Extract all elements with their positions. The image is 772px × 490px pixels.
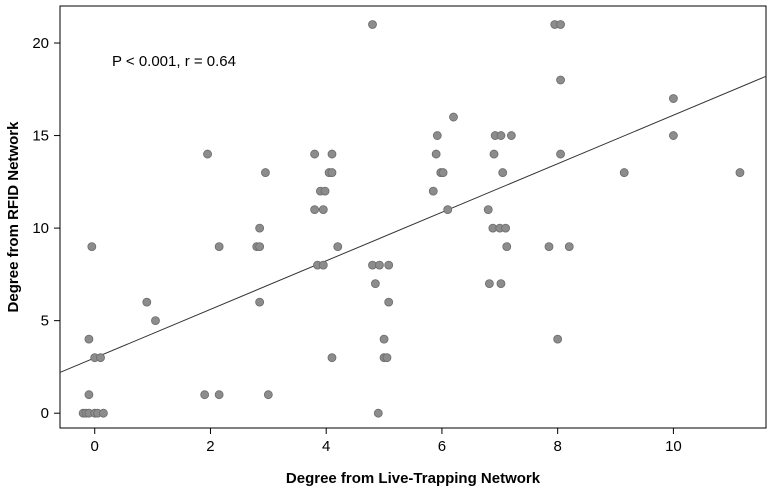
data-point: [556, 75, 565, 85]
data-point: [556, 149, 565, 159]
data-point: [496, 131, 506, 140]
data-point: [327, 168, 337, 177]
x-tick-label: 6: [438, 438, 446, 455]
data-point: [87, 242, 97, 252]
data-point: [619, 168, 629, 177]
data-point: [255, 223, 265, 233]
data-point: [327, 149, 337, 159]
data-point: [84, 334, 94, 344]
data-point: [255, 297, 265, 307]
data-point: [333, 242, 343, 252]
data-point: [99, 408, 108, 418]
y-tick-label: 15: [32, 128, 49, 145]
data-point: [496, 279, 506, 289]
y-tick-label: 10: [32, 220, 49, 237]
data-point: [263, 390, 273, 400]
data-point: [498, 168, 508, 177]
y-tick-label: 5: [41, 313, 49, 330]
x-tick-label: 10: [665, 438, 682, 455]
data-point: [384, 297, 394, 307]
x-axis: 0 2 4 6 8 10: [91, 428, 682, 455]
data-points: [78, 20, 745, 418]
plot-frame: [59, 5, 767, 429]
x-tick-label: 8: [554, 438, 562, 455]
data-point: [370, 279, 380, 289]
data-point: [384, 260, 394, 270]
data-point: [564, 242, 574, 252]
data-point: [735, 168, 745, 177]
data-point: [428, 186, 438, 196]
data-point: [327, 353, 337, 363]
annotation: P < 0.001, r = 0.64: [112, 53, 236, 70]
data-point: [553, 334, 563, 344]
data-point: [310, 149, 320, 159]
data-point: [373, 408, 383, 418]
data-point: [382, 353, 392, 363]
data-point: [368, 20, 377, 29]
data-point: [556, 20, 565, 29]
data-point: [432, 131, 442, 140]
data-point: [200, 390, 210, 400]
y-axis: 0 5 10 15 20: [32, 35, 60, 422]
data-point: [214, 242, 224, 252]
data-point: [438, 168, 448, 177]
data-point: [379, 334, 389, 344]
y-axis-title: Degree from RFID Network: [5, 121, 22, 313]
data-point: [151, 316, 160, 326]
data-point: [669, 131, 678, 140]
data-point: [506, 131, 516, 140]
data-point: [255, 242, 265, 252]
data-point: [502, 242, 512, 252]
data-point: [310, 205, 320, 214]
data-point: [443, 205, 453, 214]
data-point: [318, 260, 328, 270]
x-tick-label: 0: [91, 438, 99, 455]
data-point: [84, 390, 94, 400]
data-point: [483, 205, 493, 214]
data-point: [203, 149, 212, 159]
x-tick-label: 4: [322, 438, 330, 455]
data-point: [318, 205, 328, 214]
data-point: [489, 149, 499, 159]
data-point: [320, 186, 330, 196]
regression-line: [59, 75, 767, 373]
data-point: [449, 112, 458, 122]
data-point: [96, 353, 105, 363]
data-point: [544, 242, 554, 252]
x-axis-title: Degree from Live-Trapping Network: [286, 470, 541, 487]
data-point: [431, 149, 441, 159]
data-point: [501, 223, 510, 233]
y-tick-label: 0: [41, 405, 49, 422]
data-point: [669, 94, 678, 103]
data-point: [214, 390, 224, 400]
data-point: [261, 168, 270, 177]
data-point: [142, 297, 152, 307]
data-point: [484, 279, 494, 289]
data-point: [375, 260, 384, 270]
y-tick-label: 20: [32, 35, 49, 52]
x-tick-label: 2: [206, 438, 214, 455]
